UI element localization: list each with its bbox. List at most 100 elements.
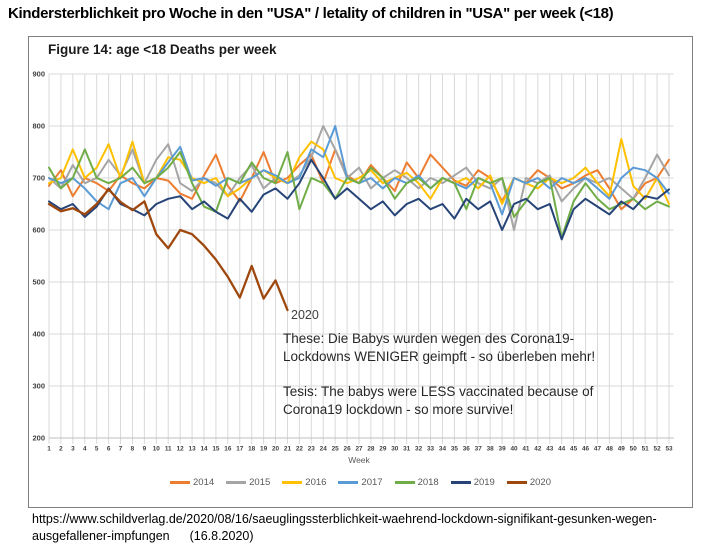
x-tick-label: 48	[606, 446, 614, 453]
series-line-2020	[47, 188, 289, 312]
y-tick-label: 900	[32, 70, 45, 79]
x-tick-label: 33	[427, 446, 435, 453]
x-tick-label: 43	[546, 446, 554, 453]
x-tick-label: 5	[95, 446, 99, 453]
x-tick-label: 22	[296, 446, 304, 453]
legend-label-2017: 2017	[361, 477, 383, 488]
x-tick-label: 29	[379, 446, 387, 453]
legend-item-2017: 2017	[338, 477, 383, 488]
legend-swatch-2016	[282, 481, 303, 484]
chart-legend: 2014 2015 2016 2017 2018 2019 2020	[29, 477, 692, 488]
x-tick-label: 32	[415, 446, 423, 453]
x-tick-label: 44	[558, 446, 566, 453]
x-tick-label: 26	[344, 446, 352, 453]
x-tick-label: 28	[367, 446, 375, 453]
thesis-german: These: Die Babys wurden wegen des Corona…	[283, 330, 595, 365]
thesis-english-line2: Corona19 lockdown - so more survive!	[283, 401, 514, 417]
x-axis-title: Week	[348, 455, 370, 465]
x-tick-label: 27	[355, 446, 363, 453]
y-tick-label: 200	[32, 434, 45, 443]
x-tick-label: 12	[177, 446, 185, 453]
source-date: (16.8.2020)	[189, 528, 254, 543]
legend-item-2015: 2015	[226, 477, 270, 488]
legend-swatch-2015	[226, 481, 247, 484]
x-tick-label: 4	[83, 446, 87, 453]
legend-swatch-2019	[450, 481, 471, 484]
x-tick-label: 15	[212, 446, 220, 453]
x-tick-label: 37	[475, 446, 483, 453]
legend-label-2019: 2019	[473, 477, 495, 488]
source-url-line2-text: ausgefallener-impfungen	[32, 528, 170, 543]
source-citation: https://www.schildverlag.de/2020/08/16/s…	[32, 511, 657, 544]
thesis-english: Tesis: The babys were LESS vaccinated be…	[283, 383, 593, 418]
page-title: Kindersterblichkeit pro Woche in den "US…	[8, 5, 614, 22]
x-tick-label: 25	[332, 446, 340, 453]
legend-item-2020: 2020	[506, 477, 551, 488]
y-tick-label: 500	[32, 278, 45, 287]
thesis-german-line1: These: Die Babys wurden wegen des Corona…	[283, 331, 575, 346]
x-tick-label: 19	[260, 446, 268, 453]
x-tick-label: 30	[391, 446, 399, 453]
y-tick-label: 700	[32, 174, 45, 183]
legend-label-2020: 2020	[529, 477, 551, 488]
x-tick-label: 1	[47, 446, 51, 453]
legend-label-2016: 2016	[305, 477, 327, 488]
x-tick-label: 16	[224, 446, 232, 453]
x-tick-label: 53	[665, 446, 673, 453]
x-tick-label: 41	[522, 446, 530, 453]
x-tick-label: 35	[451, 446, 459, 453]
x-tick-label: 49	[618, 446, 626, 453]
x-tick-label: 8	[131, 446, 135, 453]
x-tick-label: 20	[272, 446, 280, 453]
legend-label-2018: 2018	[417, 477, 439, 488]
legend-swatch-2017	[338, 481, 359, 484]
legend-swatch-2014	[170, 481, 190, 484]
legend-swatch-2018	[394, 481, 415, 484]
legend-item-2018: 2018	[394, 477, 439, 488]
series-line-2018	[48, 148, 670, 239]
x-tick-label: 38	[487, 446, 495, 453]
source-url-line2: ausgefallener-impfungen (16.8.2020)	[32, 528, 657, 545]
x-tick-label: 47	[594, 446, 602, 453]
x-tick-label: 2	[59, 446, 63, 453]
source-url-line1: https://www.schildverlag.de/2020/08/16/s…	[32, 512, 657, 526]
y-tick-label: 400	[32, 330, 45, 339]
x-tick-label: 39	[499, 446, 507, 453]
x-tick-label: 24	[320, 446, 328, 453]
x-tick-label: 13	[189, 446, 197, 453]
y-tick-label: 600	[32, 226, 45, 235]
x-tick-label: 51	[642, 446, 650, 453]
x-tick-label: 23	[308, 446, 316, 453]
series-2020-label: 2020	[291, 308, 319, 322]
x-tick-label: 11	[165, 446, 172, 453]
x-tick-label: 21	[284, 446, 292, 453]
thesis-english-line1: Tesis: The babys were LESS vaccinated be…	[283, 384, 594, 399]
thesis-german-line2: Lockdowns WENIGER geimpft - so überleben…	[283, 348, 596, 364]
x-tick-label: 17	[236, 446, 244, 453]
x-tick-label: 52	[654, 446, 662, 453]
x-tick-label: 9	[143, 446, 147, 453]
x-tick-label: 46	[582, 446, 590, 453]
x-tick-label: 45	[570, 446, 578, 453]
x-tick-label: 40	[510, 446, 518, 453]
chart-frame: 200 300 400 500 600 700 800 900 1 2 3 4 5 6 7 8 9 10 11 12 1…	[28, 36, 693, 508]
legend-label-2014: 2014	[193, 477, 215, 488]
x-tick-label: 6	[107, 446, 111, 453]
series-line-2019	[48, 158, 670, 241]
figure-title: Figure 14: age <18 Deaths per week	[48, 42, 277, 57]
y-tick-label: 800	[32, 122, 45, 131]
y-tick-label: 300	[32, 382, 45, 391]
x-tick-label: 14	[200, 446, 208, 453]
x-tick-label: 31	[403, 446, 411, 453]
x-tick-label: 18	[248, 446, 256, 453]
x-tick-label: 10	[153, 446, 161, 453]
x-tick-label: 7	[119, 446, 123, 453]
x-tick-label: 3	[71, 446, 75, 453]
legend-label-2015: 2015	[249, 477, 271, 488]
legend-item-2014: 2014	[170, 477, 214, 488]
legend-item-2019: 2019	[450, 477, 495, 488]
x-tick-label: 42	[534, 446, 542, 453]
x-tick-label: 50	[630, 446, 638, 453]
x-tick-label: 36	[463, 446, 471, 453]
